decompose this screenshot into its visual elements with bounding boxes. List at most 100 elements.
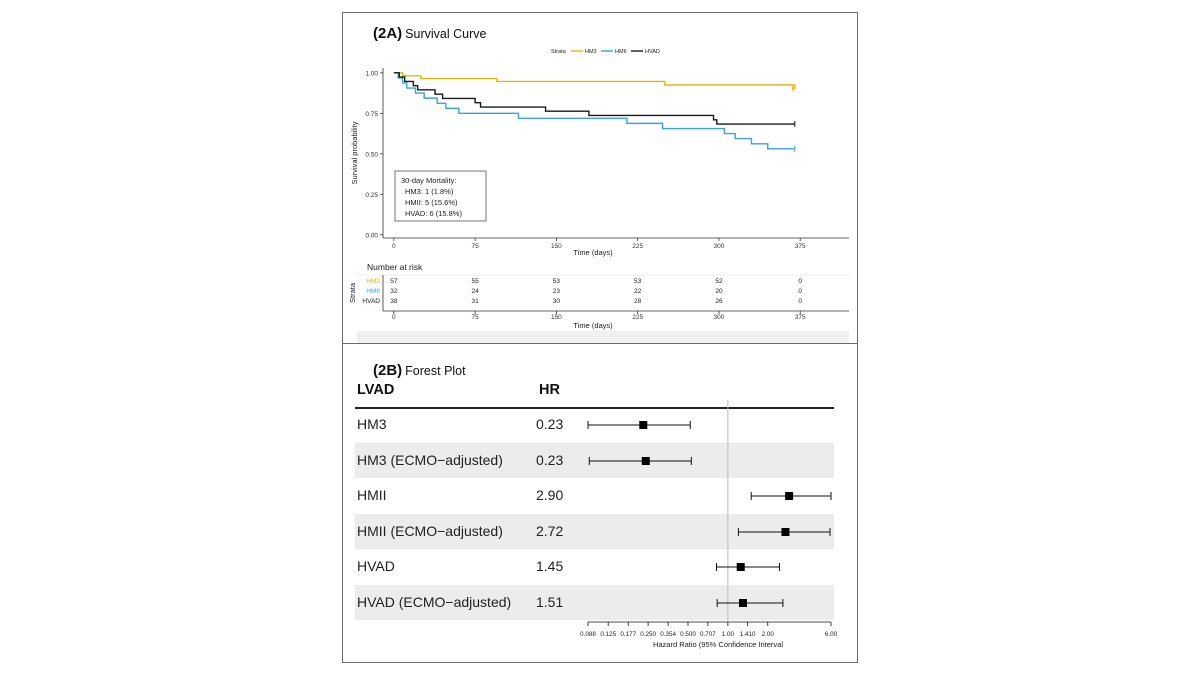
- forest-tick-label: 0.088: [580, 631, 596, 638]
- risk-x-tick-label: 150: [551, 314, 562, 321]
- legend-label: Strata: [551, 49, 567, 55]
- risk-count: 24: [471, 288, 479, 295]
- hr-point: [738, 599, 747, 607]
- legend-entry-hmii: HMII: [615, 49, 627, 55]
- risk-x-tick-label: 0: [392, 314, 396, 321]
- risk-count: 30: [553, 298, 561, 305]
- forest-tick-label: 1.00: [722, 631, 735, 638]
- risk-count: 28: [634, 298, 642, 305]
- mortality-hm3: HM3: 1 (1.8%): [405, 187, 454, 196]
- risk-count: 55: [471, 278, 479, 285]
- row-hr-value: 2.90: [536, 487, 564, 503]
- axis-ticks: 0.00 0.25 0.50 0.75 1.00 0 75 150 225 300 375: [365, 70, 806, 250]
- row-label: HM3 (ECMO−adjusted): [357, 452, 503, 468]
- risk-count: 0: [798, 288, 802, 295]
- hr-point: [781, 528, 790, 536]
- row-label: HVAD: [357, 558, 395, 574]
- forest-tick-label: 6.00: [825, 631, 838, 638]
- forest-x-title: Hazard Ratio (95% Confidence Interval: [653, 640, 783, 649]
- risk-count: 23: [553, 288, 561, 295]
- panel-a-tag: (2A): [373, 25, 403, 42]
- legend: Strata HM3 HMII HVAD: [551, 49, 660, 55]
- row-label: HMII (ECMO−adjusted): [357, 523, 503, 539]
- row-label: HM3: [357, 416, 387, 432]
- risk-count: 31: [471, 298, 479, 305]
- forest-plot-panel: (2B) Forest Plot LVAD HR HM3 0.23 HM3 (ECMO…: [342, 343, 858, 663]
- risk-count: 0: [798, 278, 802, 285]
- survival-curve-panel: (2A) Survival Curve Strata HM3 HMII HVAD 0.0…: [342, 12, 858, 345]
- x-tick-label: 150: [551, 243, 562, 250]
- forest-axis: 0.088 0.125 0.177 0.250 0.354 0.500 0.707 1.00 1…: [580, 621, 838, 638]
- risk-y-title: Strata: [348, 282, 357, 303]
- survival-curve-hmii: [393, 72, 795, 150]
- column-header-lvad: LVAD: [357, 382, 395, 398]
- risk-table: HM3 57 55 53 53 52 0 HMII 32 24 23 22 20 0 HVAD 38 31 30 2…: [362, 278, 806, 321]
- survival-curve-hvad: [393, 72, 795, 125]
- x-tick-label: 375: [795, 243, 806, 250]
- panel-b-heading: (2B) Forest Plot: [373, 362, 466, 379]
- panel-b-title: Forest Plot: [405, 364, 466, 378]
- hr-point: [785, 492, 794, 500]
- forest-tick-label: 0.125: [600, 631, 616, 638]
- risk-row-label-hvad: HVAD: [362, 298, 380, 305]
- hr-point: [736, 563, 745, 571]
- header-rule: [355, 407, 834, 409]
- row-hr-value: 0.23: [536, 452, 564, 468]
- forest-tick-label: 0.354: [660, 631, 676, 638]
- forest-tick-label: 0.250: [640, 631, 656, 638]
- risk-count: 53: [553, 278, 561, 285]
- risk-x-tick-label: 300: [714, 314, 725, 321]
- risk-count: 22: [634, 288, 642, 295]
- risk-count: 0: [798, 298, 802, 305]
- y-tick-label: 0.50: [365, 151, 378, 158]
- y-tick-label: 0.75: [365, 111, 378, 118]
- forest-tick-label: 1.410: [740, 631, 756, 638]
- panel-a-title: Survival Curve: [405, 27, 487, 41]
- risk-count: 20: [715, 288, 723, 295]
- row-hr-value: 1.45: [536, 558, 564, 574]
- risk-table-title: Number at risk: [367, 262, 423, 272]
- row-hr-value: 2.72: [536, 523, 564, 539]
- mortality-title: 30-day Mortality:: [401, 176, 456, 185]
- legend-entry-hm3: HM3: [585, 49, 597, 55]
- mortality-hvad: HVAD: 6 (15.8%): [405, 209, 462, 218]
- forest-tick-label: 2.00: [762, 631, 775, 638]
- x-tick-label: 300: [714, 243, 725, 250]
- panel-a-heading: (2A) Survival Curve: [373, 25, 486, 42]
- mortality-box: [394, 170, 487, 222]
- risk-table-footer: [357, 331, 849, 343]
- survival-chart: Strata HM3 HMII HVAD 0.00 0.25 0.50 0.75 1.00 0 7…: [348, 49, 849, 343]
- x-tick-label: 75: [471, 243, 479, 250]
- forest-chart: 0.088 0.125 0.177 0.250 0.354 0.500 0.707 1.00 1…: [580, 400, 838, 649]
- risk-count: 38: [390, 298, 398, 305]
- survival-curves: [393, 72, 796, 152]
- column-header-hr: HR: [539, 382, 560, 398]
- risk-x-tick-label: 375: [795, 314, 806, 321]
- x-tick-label: 0: [392, 243, 396, 250]
- y-tick-label: 0.25: [365, 192, 378, 199]
- y-axis-title: Survival probability: [350, 121, 359, 184]
- y-tick-label: 0.00: [365, 232, 378, 239]
- forest-tick-label: 0.707: [700, 631, 716, 638]
- risk-count: 53: [634, 278, 642, 285]
- hr-point: [639, 421, 648, 429]
- x-tick-label: 225: [632, 243, 643, 250]
- x-axis-title: Time (days): [573, 248, 613, 257]
- risk-row-label-hmii: HMII: [366, 288, 380, 295]
- risk-x-tick-label: 225: [632, 314, 643, 321]
- forest-tick-label: 0.177: [620, 631, 636, 638]
- y-tick-label: 1.00: [365, 70, 378, 77]
- mortality-hmii: HMII: 5 (15.6%): [405, 198, 458, 207]
- risk-count: 26: [715, 298, 723, 305]
- risk-count: 32: [390, 288, 398, 295]
- row-hr-value: 0.23: [536, 416, 564, 432]
- row-label: HVAD (ECMO−adjusted): [357, 594, 512, 610]
- panel-b-tag: (2B): [373, 362, 403, 379]
- risk-x-tick-label: 75: [471, 314, 479, 321]
- risk-count: 57: [390, 278, 398, 285]
- legend-entry-hvad: HVAD: [645, 49, 660, 55]
- hr-point: [641, 457, 650, 465]
- forest-marks: [587, 400, 832, 621]
- risk-count: 52: [715, 278, 723, 285]
- row-label: HMII: [357, 487, 387, 503]
